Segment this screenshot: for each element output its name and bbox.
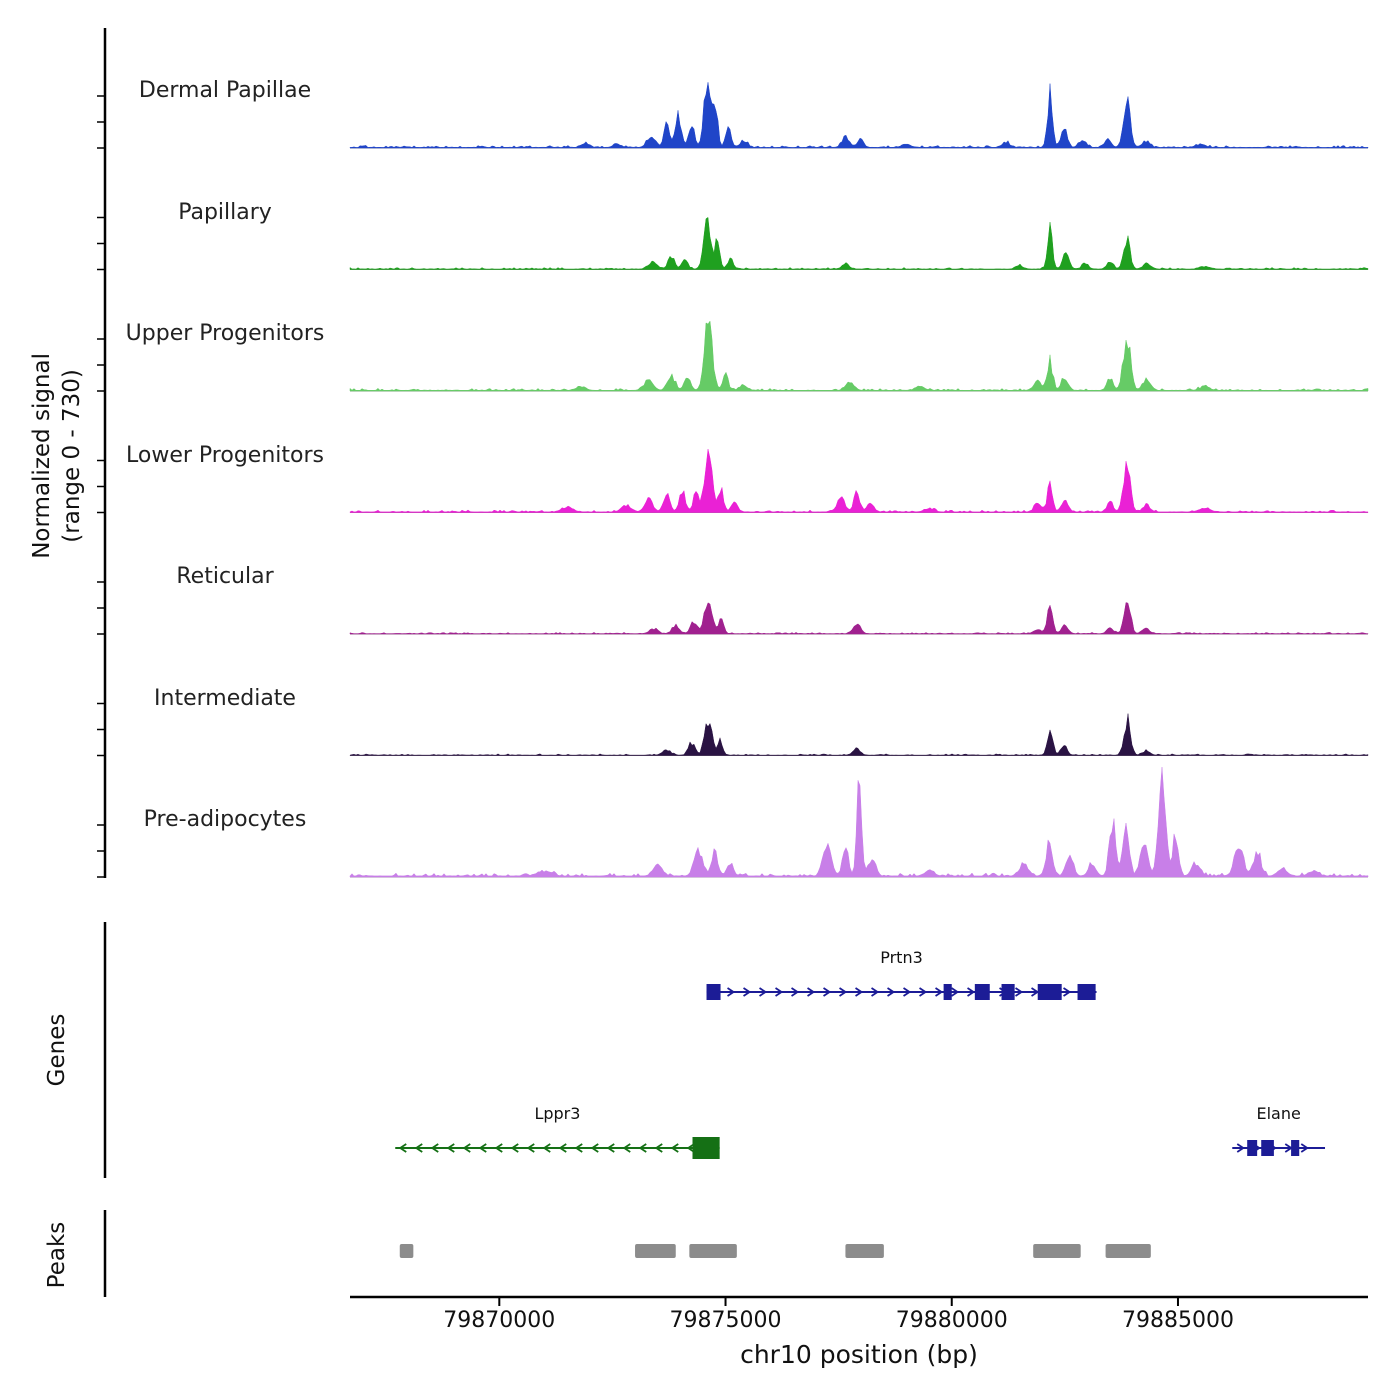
x-tick-label-79885000: 79885000 xyxy=(1121,1308,1234,1333)
strand-arrow-icon xyxy=(478,1143,487,1153)
strand-arrow-icon xyxy=(654,1143,663,1153)
gene-exon-Prtn3 xyxy=(706,984,721,1000)
strand-arrow-icon xyxy=(462,1143,471,1153)
peak-region xyxy=(399,1244,414,1258)
peak-region xyxy=(689,1244,737,1258)
strand-arrow-icon xyxy=(510,1143,519,1153)
peak-region xyxy=(1105,1244,1151,1258)
strand-arrow-icon xyxy=(430,1143,439,1153)
gene-label-prtn3: Prtn3 xyxy=(880,948,923,967)
strand-arrow-icon xyxy=(590,1143,599,1153)
strand-arrow-icon xyxy=(446,1143,455,1153)
signal-area-2 xyxy=(349,320,1369,392)
gene-label-elane: Elane xyxy=(1256,1104,1301,1123)
y-axis-label: Normalized signal (range 0 - 730) xyxy=(28,206,88,706)
gene-exon-Lppr3 xyxy=(692,1137,720,1159)
track-label-reticular: Reticular xyxy=(176,564,274,589)
gene-exon-Prtn3 xyxy=(1001,984,1015,1000)
x-tick-label-79880000: 79880000 xyxy=(895,1308,1008,1333)
strand-arrow-icon xyxy=(670,1143,679,1153)
strand-arrow-icon xyxy=(727,987,736,997)
signal-area-3 xyxy=(349,449,1369,513)
x-axis-title: chr10 position (bp) xyxy=(740,1340,978,1369)
gene-exon-Prtn3 xyxy=(974,984,990,1000)
strand-arrow-icon xyxy=(951,987,960,997)
strand-arrow-icon xyxy=(686,1143,695,1153)
peak-region xyxy=(845,1244,884,1258)
signal-area-1 xyxy=(349,216,1369,270)
strand-arrow-icon xyxy=(743,987,752,997)
strand-arrow-icon xyxy=(935,987,944,997)
strand-arrow-icon xyxy=(839,987,848,997)
strand-arrow-icon xyxy=(1300,1143,1309,1153)
strand-arrow-icon xyxy=(1063,987,1072,997)
peak-region xyxy=(1033,1244,1081,1258)
track-label-intermediate: Intermediate xyxy=(154,685,296,711)
strand-arrow-icon xyxy=(967,987,976,997)
y-axis-label-line2: (range 0 - 730) xyxy=(59,369,85,543)
strand-arrow-icon xyxy=(919,987,928,997)
strand-arrow-icon xyxy=(606,1143,615,1153)
gene-exon-Prtn3 xyxy=(943,984,952,1000)
signal-area-0 xyxy=(349,82,1369,149)
x-tick-label-79875000: 79875000 xyxy=(669,1308,782,1333)
peak-region xyxy=(635,1244,676,1258)
strand-arrow-icon xyxy=(1031,987,1040,997)
gene-label-lppr3: Lppr3 xyxy=(534,1104,581,1123)
gene-exon-Elane xyxy=(1291,1140,1300,1156)
peaks-section-label: Peaks xyxy=(44,1221,70,1289)
track-label-upper-progenitors: Upper Progenitors xyxy=(125,321,325,346)
strand-arrow-icon xyxy=(903,987,912,997)
strand-arrow-icon xyxy=(823,987,832,997)
gene-exon-Elane xyxy=(1261,1140,1274,1156)
strand-arrow-icon xyxy=(775,987,784,997)
strand-arrow-icon xyxy=(398,1143,407,1153)
strand-arrow-icon xyxy=(526,1143,535,1153)
signal-area-5 xyxy=(349,713,1369,756)
strand-arrow-icon xyxy=(791,987,800,997)
x-tick-label-79870000: 79870000 xyxy=(443,1308,556,1333)
strand-arrow-icon xyxy=(638,1143,647,1153)
gene-exon-Prtn3 xyxy=(1037,984,1062,1000)
strand-arrow-icon xyxy=(871,987,880,997)
track-label-lower-progenitors: Lower Progenitors xyxy=(126,442,324,468)
strand-arrow-icon xyxy=(1236,1143,1245,1153)
strand-arrow-icon xyxy=(855,987,864,997)
strand-arrow-icon xyxy=(759,987,768,997)
strand-arrow-icon xyxy=(887,987,896,997)
track-label-papillary: Papillary xyxy=(178,199,272,225)
track-label-pre-adipocytes: Pre-adipocytes xyxy=(143,807,307,832)
signal-area-4 xyxy=(349,602,1369,635)
strand-arrow-icon xyxy=(414,1143,423,1153)
gene-exon-Prtn3 xyxy=(1077,984,1096,1000)
strand-arrow-icon xyxy=(1015,987,1024,997)
signal-area-6 xyxy=(349,767,1369,878)
strand-arrow-icon xyxy=(542,1143,551,1153)
strand-arrow-icon xyxy=(574,1143,583,1153)
gene-exon-Elane xyxy=(1247,1140,1258,1156)
track-label-dermal-papillae: Dermal Papillae xyxy=(138,78,312,103)
strand-arrow-icon xyxy=(494,1143,503,1153)
strand-arrow-icon xyxy=(622,1143,631,1153)
y-axis-label-line1: Normalized signal xyxy=(29,353,56,559)
strand-arrow-icon xyxy=(558,1143,567,1153)
strand-arrow-icon xyxy=(807,987,816,997)
